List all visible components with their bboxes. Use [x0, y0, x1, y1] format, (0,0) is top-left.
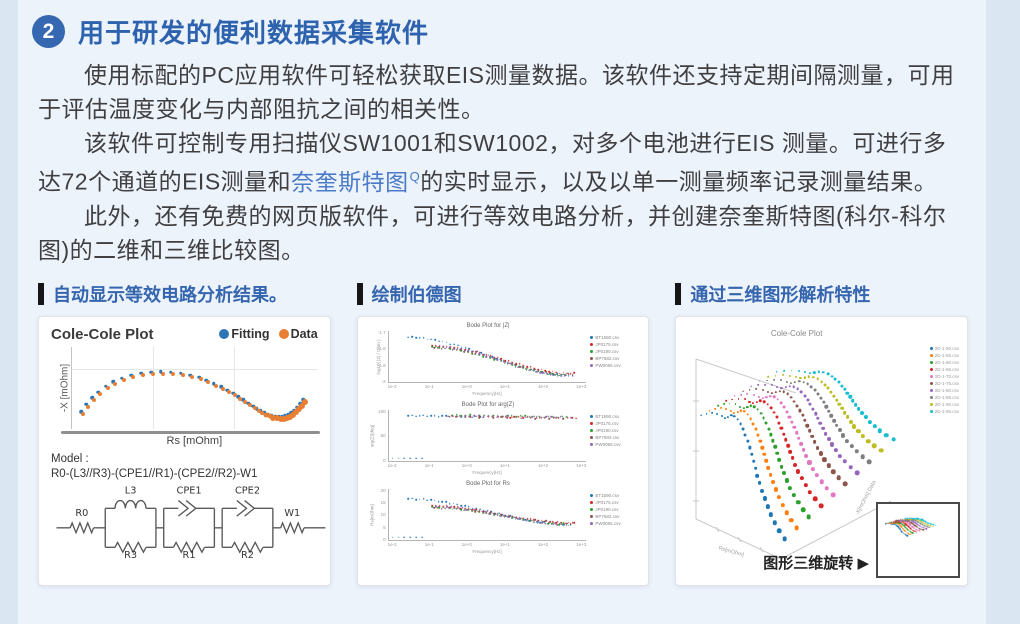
- label-w1: W1: [284, 508, 300, 519]
- title-bar-icon: [675, 282, 682, 305]
- paragraph-2: 该软件可控制专用扫描仪SW1001和SW1002，对多个电池进行EIS 测量。可…: [38, 126, 964, 199]
- 3d-plot-card: Cole-Cole Plot 2D-1-50.csv 2D-1-55.csv 2D-…: [675, 315, 969, 586]
- bode-arg-x-ticks: 1e-2 1e-1 1e+0 1e+1 1e+2 1e+3: [387, 462, 587, 468]
- label-r1: R1: [183, 550, 196, 559]
- cole-y-axis-label: -X [mOhm]: [59, 363, 71, 412]
- bode-arg-y-ticks: 100 50 0: [378, 408, 386, 464]
- bode-rs-legend: BT1590.csv JP0175.csv JP0190.csv BP7582.csv…: [590, 492, 644, 527]
- panel-equivalent-circuit: 自动显示等效电路分析结果。 Cole-Cole Plot Fitting Data…: [38, 281, 331, 586]
- cole-x-axis-label: Rs [mOhm]: [166, 434, 223, 447]
- gridline: [153, 346, 155, 429]
- 3d-plot-area: [688, 347, 903, 549]
- panel-bode-plots: 绘制伯德图 Bode Plot for |Z| log10( |Z| / Ohm…: [356, 281, 650, 586]
- nyquist-link-text[interactable]: 奈奎斯特图: [291, 168, 409, 195]
- bode-rs-plot-area: [387, 488, 587, 541]
- play-arrow-icon[interactable]: ▶: [857, 554, 870, 572]
- nyquist-glossary-link[interactable]: 奈奎斯特图Q: [291, 169, 420, 195]
- rotate-note-row: 图形三维旋转 ▶: [763, 501, 961, 578]
- rotate-note-label: 图形三维旋转 ▶: [763, 554, 870, 572]
- bode-z-title: Bode Plot for |Z|: [466, 322, 510, 329]
- gridline: [72, 368, 318, 370]
- paragraph-2-text-before: 该软件可控制专用扫描仪SW1001和SW1002，对多个电池进行EIS 测量。可…: [38, 130, 947, 195]
- body-text: 使用标配的PC应用软件可轻松获取EIS测量数据。该软件还支持定期间隔测量，可用于…: [18, 50, 986, 267]
- panel-3d-analysis: 通过三维图形解析特性 Cole-Cole Plot 2D-1-50.csv 2D-: [675, 281, 969, 586]
- bode-arg-legend: BT1590.csv JP0175.csv JP0190.csv BP7582.csv…: [590, 413, 644, 448]
- model-label: Model :: [51, 452, 89, 465]
- section-heading: 2 用于研发的便利数据采集软件: [18, 0, 986, 50]
- paragraph-3: 此外，还有免费的网页版软件，可进行等效电路分析，并创建奈奎斯特图(科尔-科尔图)…: [38, 199, 964, 267]
- bode-arg-x-label: Frequency[Hz]: [472, 469, 502, 475]
- label-r2: R2: [241, 550, 254, 559]
- 3d-plot-legend: 2D-1-50.csv 2D-1-55.csv 2D-1-60.csv 2D-1-65…: [929, 345, 959, 415]
- panel-3-title: 通过三维图形解析特性: [675, 281, 968, 307]
- label-r0: R0: [75, 508, 88, 519]
- bode-z-legend: BT1590.csv JP0175.csv JP0190.csv BP7582.csv…: [590, 334, 644, 369]
- bode-rs-x-ticks: 1e-2 1e-1 1e+0 1e+1 1e+2 1e+3: [387, 541, 587, 547]
- section-number-badge: 2: [32, 15, 65, 48]
- rotation-preview-thumbnail[interactable]: [876, 501, 961, 578]
- content-area: 2 用于研发的便利数据采集软件 使用标配的PC应用软件可轻松获取EIS测量数据。…: [18, 0, 986, 624]
- bode-z-plot-area: [387, 330, 587, 383]
- bode-arg-plot-area: [387, 409, 587, 462]
- bode-rs-chart: Bode Plot for Rs Rs[mOhm] 20 15 10 5 0 BT159…: [358, 475, 649, 554]
- bode-rs-x-label: Frequency[Hz]: [472, 548, 502, 554]
- label-cpe1: CPE1: [177, 485, 202, 496]
- panel-2-title: 绘制伯德图: [356, 281, 650, 307]
- 3d-plot-title: Cole-Cole Plot: [770, 328, 823, 338]
- bode-rs-y-ticks: 20 15 10 5 0: [380, 487, 386, 543]
- paragraph-1: 使用标配的PC应用软件可轻松获取EIS测量数据。该软件还支持定期间隔测量，可用于…: [38, 58, 964, 126]
- equivalent-circuit-diagram: R0 L3 CPE1 CPE2 W1 R3 R1 R2: [56, 485, 326, 559]
- bode-z-chart: Bode Plot for |Z| log10( |Z| / Ohm ) -1.…: [358, 317, 649, 396]
- cole-plot-area: [71, 346, 318, 429]
- model-section: Model : R0-(L3//R3)-(CPE1//R1)-(CPE2//R2…: [39, 447, 330, 482]
- bode-z-x-label: Frequency[Hz]: [472, 390, 502, 396]
- bode-z-y-ticks: -1.7 -1.8 -1.9 -2: [377, 329, 386, 385]
- paragraph-3-text: 此外，还有免费的网页版软件，可进行等效电路分析，并创建奈奎斯特图(科尔-科尔图)…: [38, 202, 947, 263]
- 3d-axes: [693, 358, 892, 560]
- cole-plot-legend: Fitting Data: [219, 327, 318, 341]
- cole-plot-title: Cole-Cole Plot: [51, 325, 154, 343]
- bode-arg-title: Bode Plot for arg(Z): [461, 401, 515, 408]
- label-cpe2: CPE2: [235, 485, 260, 496]
- gridline: [234, 346, 236, 429]
- title-bar-icon: [356, 282, 363, 305]
- label-r3: R3: [124, 550, 137, 559]
- bode-rs-title: Bode Plot for Rs: [466, 480, 510, 487]
- paragraph-2-text-after: 的实时显示，以及以单一测量频率记录测量结果。: [420, 168, 938, 195]
- rotation-preview-plot: [879, 505, 957, 575]
- cole-cole-card: Cole-Cole Plot Fitting Data -X [mOhm] Rs …: [38, 315, 331, 586]
- bode-z-x-ticks: 1e-2 1e-1 1e+0 1e+1 1e+2 1e+3: [387, 383, 587, 389]
- paragraph-1-text: 使用标配的PC应用软件可轻松获取EIS测量数据。该软件还支持定期间隔测量，可用于…: [38, 62, 955, 122]
- bode-arg-chart: Bode Plot for arg(Z) arg(Z)[deg] 100 50 0 …: [358, 396, 649, 475]
- page-title: 用于研发的便利数据采集软件: [78, 18, 430, 48]
- model-formula: R0-(L3//R3)-(CPE1//R1)-(CPE2//R2)-W1: [51, 467, 258, 480]
- glossary-q-icon[interactable]: Q: [409, 169, 421, 184]
- panel-1-title: 自动显示等效电路分析结果。: [38, 281, 331, 307]
- feature-panels: 自动显示等效电路分析结果。 Cole-Cole Plot Fitting Data…: [18, 269, 986, 586]
- bode-card: Bode Plot for |Z| log10( |Z| / Ohm ) -1.…: [356, 315, 650, 586]
- title-bar-icon: [38, 282, 44, 305]
- label-l3: L3: [125, 485, 137, 496]
- cole-x-axis-line: [61, 430, 320, 434]
